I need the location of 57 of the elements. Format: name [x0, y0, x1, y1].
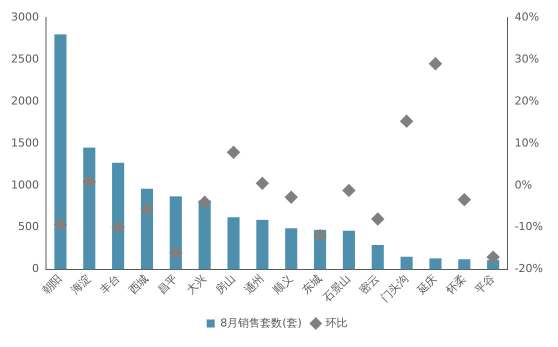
- bar: [54, 34, 66, 270]
- x-tick-label: 顺义: [270, 272, 296, 297]
- y2-tick-label: -10%: [514, 220, 544, 234]
- x-tick-label: 大兴: [184, 272, 209, 297]
- x-tick-label: 房山: [212, 272, 238, 297]
- bar: [372, 245, 384, 270]
- x-tick-label: 西城: [126, 272, 152, 297]
- y-tick-label: 1000: [10, 178, 39, 192]
- y-tick-label: 2000: [10, 94, 39, 108]
- bar: [198, 200, 211, 270]
- x-tick-label: 昌平: [155, 272, 180, 297]
- y-tick-label: 3000: [10, 10, 39, 24]
- bar: [285, 228, 298, 270]
- point: [112, 220, 125, 234]
- bar: [256, 220, 268, 270]
- point: [82, 175, 96, 188]
- x-tick-label: 延庆: [414, 272, 440, 298]
- point: [314, 229, 327, 242]
- y2-tick-label: 40%: [514, 10, 540, 24]
- bar: [112, 162, 124, 270]
- y-tick-label: 1500: [10, 136, 39, 150]
- point: [428, 57, 442, 70]
- point: [284, 190, 298, 204]
- x-tick-label: 怀柔: [442, 272, 468, 298]
- bar: [83, 148, 96, 270]
- legend-label: 8月销售套数(套): [220, 316, 302, 330]
- y2-tick-label: 10%: [514, 136, 540, 150]
- point: [198, 196, 212, 209]
- x-tick-label: 丰台: [98, 272, 122, 297]
- legend-label: 环比: [325, 316, 348, 330]
- point: [140, 202, 154, 216]
- bar: [400, 256, 413, 270]
- bar: [458, 259, 470, 270]
- point: [256, 176, 269, 190]
- point: [458, 193, 471, 206]
- y-tick-label: 2500: [10, 52, 39, 66]
- y2-tick-label: 0%: [514, 178, 532, 192]
- point: [342, 184, 356, 197]
- y2-tick-label: 30%: [514, 52, 540, 66]
- y2-tick-label: 20%: [514, 94, 540, 108]
- bar: [342, 230, 355, 270]
- x-tick-label: 通州: [242, 272, 267, 297]
- point: [169, 246, 182, 260]
- point: [486, 250, 500, 264]
- point: [54, 218, 67, 231]
- y2-tick-label: -20%: [514, 262, 544, 276]
- x-tick-label: 朝阳: [40, 272, 65, 297]
- bar: [429, 258, 442, 270]
- bar: [227, 217, 240, 270]
- point: [227, 146, 240, 159]
- point: [371, 212, 384, 226]
- y-tick-label: 500: [18, 220, 39, 234]
- x-tick-label: 平谷: [472, 272, 498, 297]
- point: [400, 114, 414, 128]
- x-tick-label: 东城: [299, 272, 324, 297]
- y-tick-label: 0: [32, 262, 39, 276]
- x-tick-label: 海淀: [68, 272, 94, 297]
